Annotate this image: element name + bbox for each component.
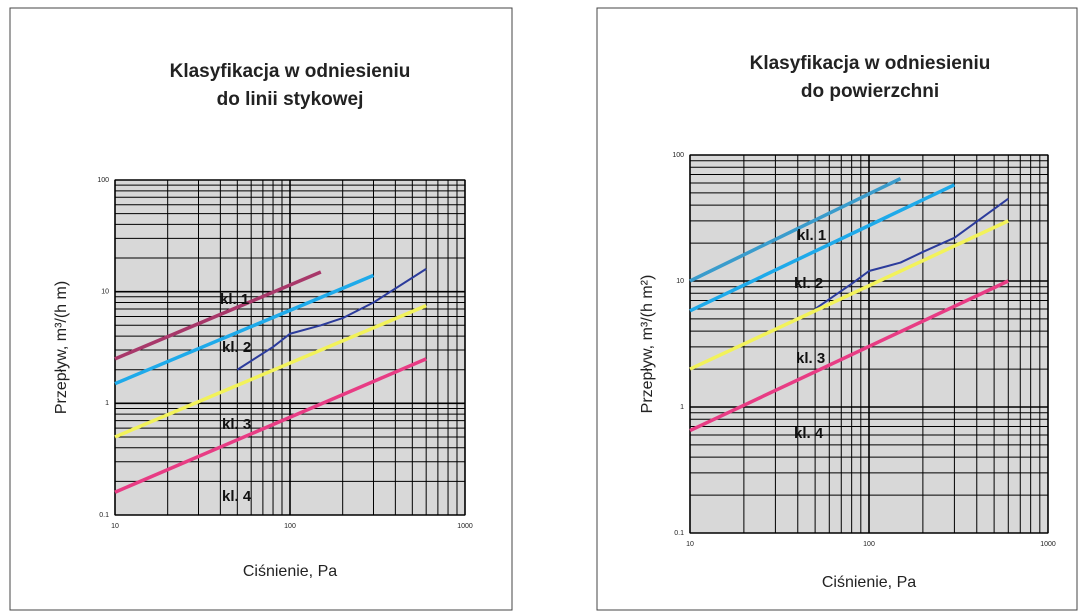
series-line [814, 197, 1009, 310]
chart-title: Klasyfikacja w odniesieniu [170, 61, 411, 82]
series-line [689, 219, 1010, 371]
panel-border [9, 7, 513, 611]
y-axis-label: Przepływ, m³/(h m²) [639, 275, 656, 414]
x-tick-label: 100 [284, 523, 296, 530]
chart-title: do linii stykowej [217, 89, 364, 110]
annotation: kl. 1 [220, 291, 249, 308]
y-tick-label: 10 [676, 278, 684, 285]
y-tick-label: 10 [101, 289, 109, 296]
series-line [114, 273, 375, 386]
x-tick-label: 1000 [1040, 541, 1056, 548]
series-line [689, 279, 1010, 433]
y-axis-label: Przepływ, m³/(h m) [53, 281, 70, 414]
y-tick-label: 0.1 [674, 530, 684, 537]
chart-title: do powierzchni [801, 81, 939, 102]
y-tick-label: 100 [97, 177, 109, 184]
annotation: kl. 2 [794, 275, 823, 292]
x-tick-label: 1000 [457, 523, 473, 530]
series-line [689, 176, 902, 283]
y-tick-label: 1 [680, 404, 684, 411]
x-axis-label: Ciśnienie, Pa [243, 563, 337, 580]
series-line [236, 268, 427, 371]
y-tick-label: 100 [672, 152, 684, 159]
x-tick-label: 100 [863, 541, 875, 548]
annotation: kl. 2 [222, 339, 251, 356]
x-tick-label: 10 [686, 541, 694, 548]
annotation: kl. 3 [222, 416, 251, 433]
annotation: kl. 3 [796, 350, 825, 367]
series-line [114, 270, 322, 361]
series-line [114, 357, 427, 494]
annotation: kl. 4 [222, 488, 252, 505]
annotation: kl. 1 [797, 227, 826, 244]
panel-border [596, 7, 1078, 611]
series-line [114, 304, 427, 439]
y-tick-label: 1 [105, 400, 109, 407]
x-tick-label: 10 [111, 523, 119, 530]
x-axis-label: Ciśnienie, Pa [822, 574, 916, 591]
y-tick-label: 0.1 [99, 512, 109, 519]
chart-title: Klasyfikacja w odniesieniu [750, 53, 991, 74]
series-line [689, 183, 956, 313]
annotation: kl. 4 [794, 425, 824, 442]
